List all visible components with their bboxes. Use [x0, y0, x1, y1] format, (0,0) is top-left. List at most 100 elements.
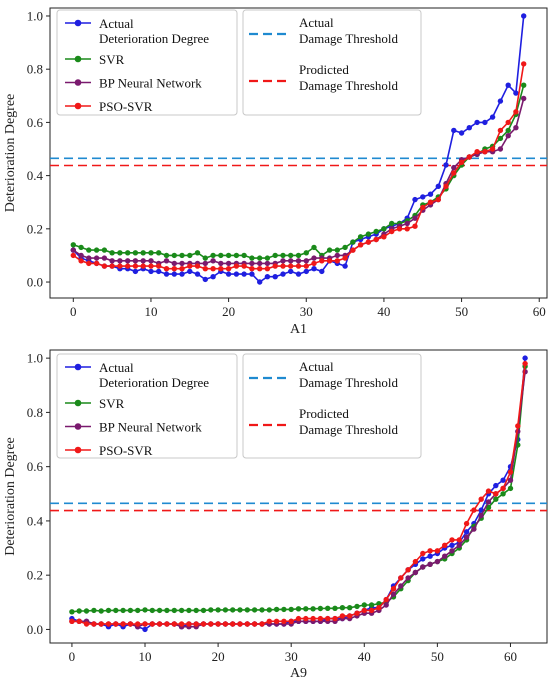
x-tick-label: 40 [358, 649, 371, 664]
data-point [202, 255, 208, 261]
data-point [288, 618, 294, 624]
legend-label: Actual [299, 359, 334, 374]
data-point [310, 615, 316, 622]
data-point [505, 82, 511, 88]
data-point [210, 252, 216, 259]
data-point [148, 268, 154, 275]
legend-label: Actual [99, 360, 134, 375]
data-point [474, 149, 480, 155]
data-point [259, 607, 265, 613]
data-point [405, 575, 411, 581]
data-point [233, 252, 240, 259]
data-point [280, 258, 286, 264]
legend-label: Actual [99, 16, 134, 31]
data-point [76, 608, 82, 614]
data-point [117, 258, 123, 264]
data-point [140, 258, 146, 264]
legend-swatch-marker [74, 363, 82, 371]
data-point [361, 607, 367, 614]
data-point [210, 266, 216, 272]
data-point [83, 621, 90, 627]
x-tick-label: 50 [431, 649, 444, 664]
series-line-bp-neural-network [72, 98, 525, 265]
data-point [91, 607, 97, 614]
data-point [91, 621, 97, 627]
data-point [466, 125, 472, 131]
data-point [383, 602, 389, 608]
data-point [288, 606, 294, 613]
data-point [272, 274, 278, 280]
y-tick-label: 0.0 [27, 622, 43, 637]
data-point [420, 550, 426, 557]
data-point [442, 553, 448, 559]
data-point [210, 258, 216, 264]
data-point [257, 260, 263, 267]
data-point [466, 154, 472, 160]
data-point [354, 603, 360, 610]
data-point [187, 263, 193, 269]
legend-swatch-marker [74, 423, 82, 430]
data-point [373, 228, 379, 235]
data-point [500, 485, 506, 492]
data-point [443, 162, 449, 168]
data-point [451, 170, 457, 176]
data-point [225, 266, 232, 272]
data-point [272, 252, 278, 259]
legend-swatch-marker [74, 446, 82, 454]
x-tick-label: 10 [144, 304, 157, 319]
data-point [266, 607, 272, 613]
data-point [325, 615, 331, 622]
data-point [435, 183, 441, 189]
data-point [303, 258, 309, 264]
data-point [281, 618, 287, 624]
chart-panel-a9: 0 10 20 30 40 50 60 0.0 0.2 0.4 0.6 0.8 1.0 A9 Deterio… [3, 349, 548, 681]
data-point [405, 567, 411, 573]
data-point [109, 250, 115, 256]
data-point [458, 130, 465, 136]
x-tick-label: 10 [139, 649, 152, 664]
data-point [427, 191, 434, 197]
data-point [230, 607, 236, 613]
chart-panel-a1: 0 10 20 30 40 50 60 0.0 0.2 0.4 0.6 0.8 1.0 A1 Deterio… [3, 7, 548, 337]
data-point [478, 496, 484, 502]
legend-label: BP Neural Network [99, 76, 202, 91]
data-point [295, 263, 302, 269]
data-point [493, 491, 499, 497]
data-point [132, 263, 139, 269]
data-point [156, 621, 163, 627]
data-point [493, 482, 499, 489]
data-point [434, 548, 441, 554]
data-point [249, 255, 255, 261]
data-point [86, 260, 92, 267]
data-point [83, 608, 90, 614]
data-point [193, 607, 199, 614]
data-point [521, 82, 527, 88]
data-point [125, 250, 131, 256]
data-point [259, 621, 265, 627]
data-point [171, 607, 177, 614]
x-tick-label: 30 [285, 649, 298, 664]
data-point [241, 252, 247, 259]
legend-label: Damage Threshold [299, 375, 399, 390]
series-pso-svr [69, 360, 528, 627]
data-point [101, 255, 108, 261]
legend-swatch-marker [74, 399, 82, 407]
data-point [295, 258, 302, 264]
data-point [105, 607, 112, 614]
data-point [264, 266, 271, 272]
legend-frame [242, 9, 422, 116]
data-point [280, 263, 286, 269]
data-point [163, 258, 170, 264]
data-point [186, 607, 192, 614]
data-point [117, 263, 123, 269]
data-point [127, 621, 134, 627]
data-point [332, 605, 338, 611]
data-point [120, 607, 126, 614]
data-point [463, 529, 470, 535]
data-point [163, 252, 170, 259]
data-point [456, 537, 462, 543]
data-point [354, 610, 360, 616]
data-point [105, 621, 112, 627]
data-point [171, 621, 177, 627]
